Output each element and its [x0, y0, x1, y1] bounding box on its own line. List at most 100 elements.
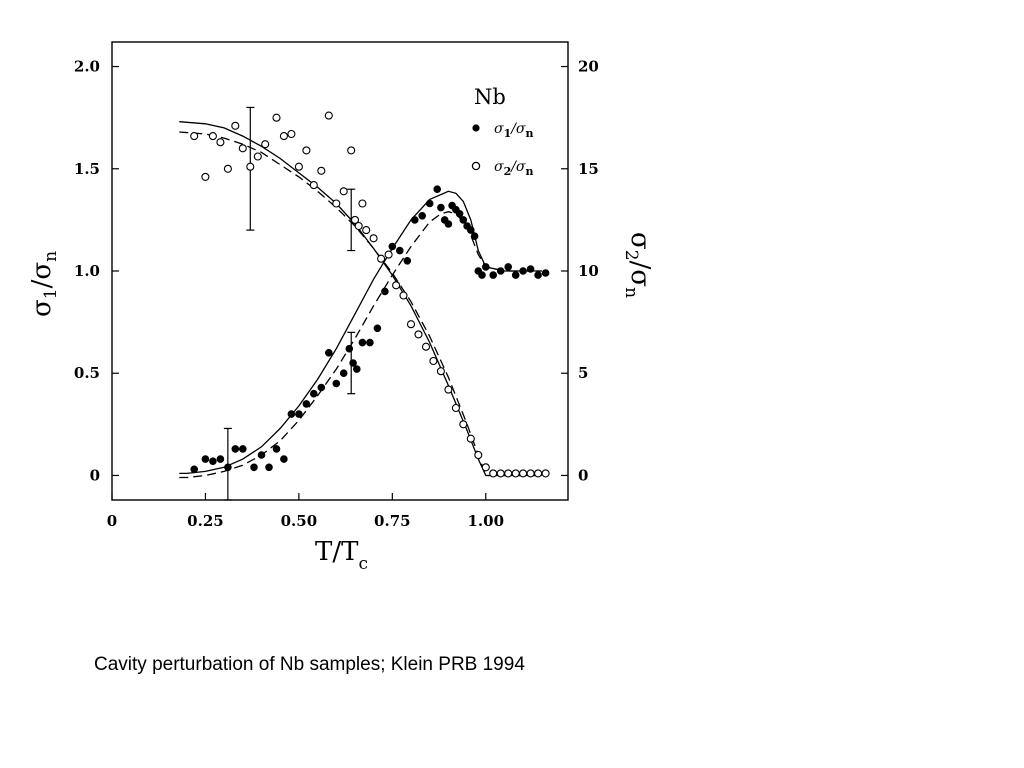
- point-sigma1: [358, 338, 367, 347]
- point-sigma1: [511, 271, 520, 279]
- point-sigma1: [332, 379, 341, 388]
- y2-axis-ticks: 0 5 10 15 20: [561, 58, 599, 484]
- point-sigma1: [433, 185, 442, 193]
- point-sigma2: [208, 132, 217, 141]
- point-sigma1: [403, 256, 412, 265]
- point-sigma1: [534, 271, 542, 279]
- point-sigma1: [437, 203, 445, 212]
- point-sigma2: [358, 199, 367, 208]
- point-sigma1: [295, 410, 303, 418]
- point-sigma1: [470, 232, 479, 240]
- point-sigma1: [466, 226, 475, 234]
- point-sigma2: [436, 367, 445, 376]
- point-sigma1: [239, 445, 247, 453]
- point-sigma1: [381, 287, 389, 296]
- y2-tick-label: 5: [578, 364, 588, 382]
- point-sigma2: [347, 146, 356, 155]
- point-sigma2: [504, 469, 513, 478]
- point-sigma1: [410, 216, 419, 224]
- point-sigma1: [459, 216, 468, 224]
- y-tick-label: 2.0: [74, 58, 100, 76]
- legend-label-sigma2: σ2/σn: [494, 159, 534, 178]
- legend-title: Nb: [474, 85, 506, 109]
- legend-marker-filled: [472, 124, 480, 132]
- x-axis-ticks: 0 0.25 0.50 0.75 1.00: [107, 493, 504, 530]
- data-points: [190, 111, 550, 478]
- point-sigma1: [418, 212, 427, 220]
- point-sigma1: [519, 267, 527, 275]
- point-sigma2: [459, 420, 468, 429]
- y-axis-ticks: 0 0.5 1.0 1.5 2.0: [74, 58, 119, 484]
- point-sigma2: [451, 403, 460, 413]
- point-sigma1: [287, 410, 296, 418]
- point-sigma1: [231, 445, 240, 453]
- point-sigma2: [261, 140, 270, 149]
- point-sigma1: [345, 344, 354, 353]
- point-sigma1: [541, 269, 550, 277]
- point-sigma1: [366, 338, 374, 347]
- point-sigma1: [324, 348, 333, 357]
- point-sigma2: [339, 187, 348, 196]
- legend-label-sigma1: σ1/σn: [494, 121, 534, 140]
- point-sigma1: [317, 383, 326, 392]
- y-tick-label: 0.5: [74, 364, 100, 382]
- point-sigma2: [429, 356, 438, 366]
- point-sigma2: [231, 121, 240, 130]
- point-sigma1: [388, 242, 397, 251]
- point-sigma2: [541, 469, 550, 478]
- x-axis-title: T/Tc: [315, 537, 368, 574]
- point-sigma1: [309, 389, 318, 398]
- point-sigma2: [496, 469, 505, 478]
- point-sigma2: [481, 463, 490, 472]
- point-sigma2: [287, 129, 296, 139]
- point-sigma2: [526, 469, 535, 478]
- y2-tick-label: 20: [578, 58, 599, 76]
- point-sigma2: [414, 330, 423, 339]
- point-sigma1: [526, 265, 535, 273]
- point-sigma1: [444, 220, 453, 228]
- point-sigma2: [369, 234, 378, 243]
- point-sigma1: [352, 365, 361, 373]
- point-sigma2: [399, 291, 408, 300]
- point-sigma2: [324, 111, 333, 120]
- y-axis-title: σ1/σn: [27, 251, 61, 317]
- point-sigma2: [466, 434, 475, 443]
- point-sigma1: [395, 246, 404, 255]
- point-sigma1: [339, 369, 348, 378]
- solid-curve: [179, 121, 542, 477]
- x-tick-label: 0.75: [374, 512, 411, 530]
- y2-tick-label: 15: [578, 160, 599, 178]
- point-sigma2: [279, 132, 288, 141]
- point-sigma1: [496, 267, 505, 275]
- point-sigma1: [489, 271, 498, 279]
- point-sigma2: [272, 113, 281, 122]
- legend-marker-open: [471, 161, 481, 171]
- point-sigma1: [302, 400, 311, 408]
- point-sigma2: [294, 162, 303, 171]
- point-sigma2: [384, 250, 393, 259]
- point-sigma1: [190, 465, 198, 474]
- point-sigma1: [209, 457, 217, 466]
- dashed-curve: [179, 211, 542, 479]
- point-sigma2: [223, 164, 232, 173]
- point-sigma2: [421, 342, 431, 351]
- point-sigma2: [489, 469, 498, 478]
- point-sigma2: [406, 320, 416, 329]
- y2-tick-label: 10: [578, 262, 599, 280]
- point-sigma2: [201, 172, 210, 181]
- point-sigma2: [534, 469, 543, 478]
- model-curves: [179, 121, 542, 479]
- point-sigma2: [350, 215, 360, 224]
- point-sigma1: [373, 324, 382, 333]
- point-sigma1: [481, 263, 490, 271]
- point-sigma1: [224, 463, 232, 472]
- y2-axis-title: σ2/σn: [621, 232, 655, 298]
- point-sigma2: [253, 152, 262, 161]
- point-sigma1: [272, 445, 281, 453]
- y-tick-label: 1.0: [74, 262, 100, 280]
- y2-tick-label: 0: [578, 466, 588, 484]
- point-sigma1: [349, 359, 357, 367]
- point-sigma2: [216, 138, 225, 147]
- point-sigma2: [392, 281, 401, 290]
